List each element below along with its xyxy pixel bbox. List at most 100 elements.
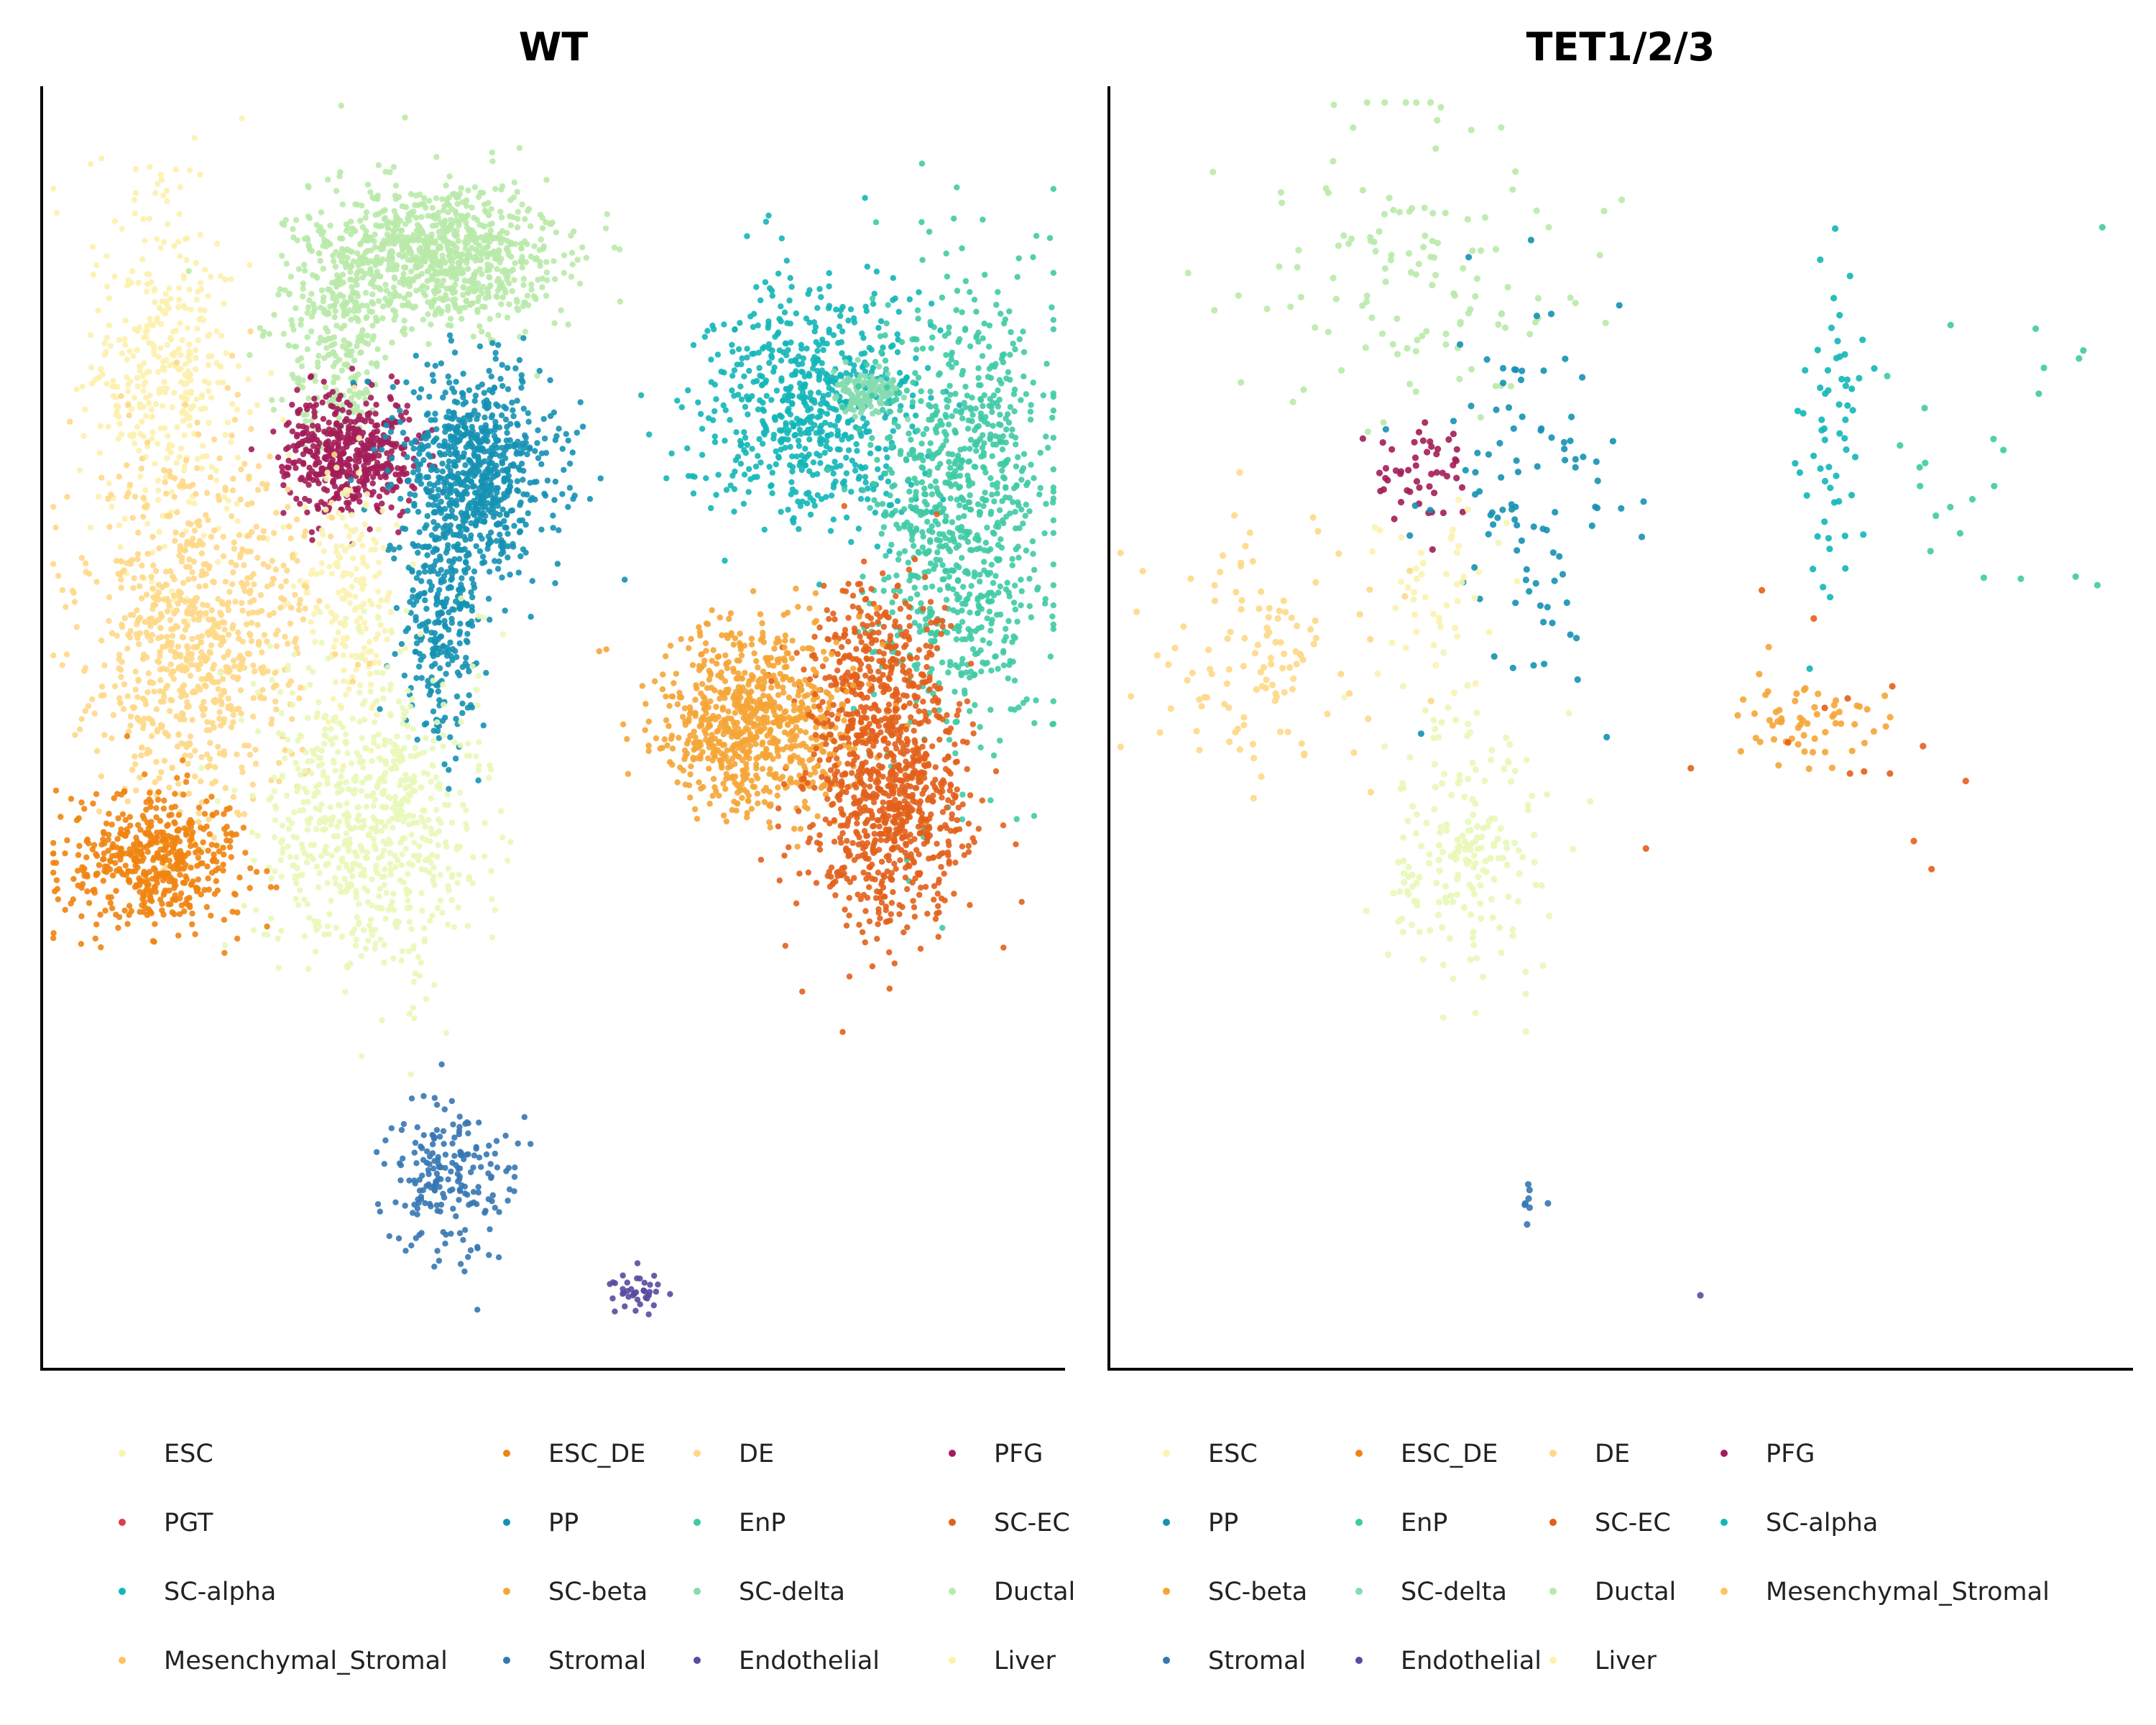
point-ductal bbox=[400, 203, 405, 209]
point-de bbox=[406, 812, 412, 818]
point-ductal bbox=[418, 201, 424, 207]
point-esc bbox=[356, 435, 361, 441]
point-liver bbox=[214, 241, 220, 247]
point-ductal bbox=[448, 247, 453, 253]
point-mesenchymal_stromal bbox=[203, 610, 208, 616]
point-pfg bbox=[353, 453, 359, 459]
point-de bbox=[400, 715, 406, 721]
point-pfg bbox=[321, 416, 326, 422]
point-liver bbox=[124, 282, 130, 288]
point-de bbox=[407, 888, 413, 894]
point-mesenchymal_stromal bbox=[121, 706, 126, 712]
point-ductal bbox=[418, 214, 424, 220]
point-mesenchymal_stromal bbox=[114, 558, 119, 564]
point-mesenchymal_stromal bbox=[106, 618, 111, 624]
point-mesenchymal_stromal bbox=[286, 523, 292, 529]
point-mesenchymal_stromal bbox=[162, 468, 167, 474]
point-liver bbox=[193, 397, 199, 402]
point-pp bbox=[467, 536, 473, 542]
point-de bbox=[344, 887, 349, 893]
point-pp bbox=[463, 512, 469, 518]
point-mesenchymal_stromal bbox=[289, 716, 295, 722]
point-mesenchymal_stromal bbox=[125, 402, 131, 408]
point-liver bbox=[196, 316, 202, 322]
point-mesenchymal_stromal bbox=[224, 602, 230, 608]
point-pp bbox=[475, 447, 481, 453]
point-mesenchymal_stromal bbox=[232, 417, 238, 423]
point-pfg bbox=[309, 537, 315, 543]
point-ductal bbox=[391, 164, 397, 170]
point-de bbox=[433, 774, 439, 780]
point-pp bbox=[442, 535, 448, 540]
point-pp bbox=[416, 594, 422, 599]
point-mesenchymal_stromal bbox=[150, 562, 156, 568]
point-pp bbox=[489, 374, 494, 380]
point-mesenchymal_stromal bbox=[157, 625, 163, 630]
point-mesenchymal_stromal bbox=[127, 482, 133, 487]
point-esc bbox=[334, 560, 340, 566]
point-mesenchymal_stromal bbox=[209, 781, 215, 786]
point-de bbox=[354, 853, 359, 859]
point-ductal bbox=[348, 218, 354, 224]
point-pp bbox=[501, 518, 507, 524]
point-de bbox=[339, 767, 345, 773]
point-pp bbox=[460, 401, 466, 407]
point-de bbox=[344, 818, 350, 824]
point-liver bbox=[82, 407, 88, 413]
point-mesenchymal_stromal bbox=[189, 636, 195, 642]
point-de bbox=[455, 904, 461, 910]
point-pp bbox=[463, 526, 469, 532]
point-mesenchymal_stromal bbox=[144, 439, 150, 445]
point-pp bbox=[431, 728, 437, 734]
point-liver bbox=[180, 337, 185, 343]
point-pp bbox=[475, 385, 481, 390]
point-esc bbox=[341, 596, 347, 602]
point-pp bbox=[463, 425, 469, 431]
point-de bbox=[338, 773, 344, 779]
point-esc bbox=[388, 609, 394, 615]
point-ductal bbox=[441, 219, 447, 225]
point-pp bbox=[432, 417, 438, 423]
point-de bbox=[295, 902, 301, 908]
point-esc bbox=[376, 559, 382, 565]
point-pfg bbox=[334, 492, 340, 497]
point-de bbox=[410, 862, 415, 868]
point-pfg bbox=[354, 447, 360, 453]
point-mesenchymal_stromal bbox=[184, 658, 190, 663]
point-mesenchymal_stromal bbox=[184, 699, 190, 705]
point-pp bbox=[430, 519, 436, 525]
point-mesenchymal_stromal bbox=[167, 512, 172, 518]
point-de bbox=[315, 699, 321, 705]
point-de bbox=[476, 739, 482, 745]
point-mesenchymal_stromal bbox=[328, 533, 333, 539]
point-de bbox=[399, 957, 405, 963]
point-mesenchymal_stromal bbox=[139, 745, 144, 750]
point-pp bbox=[482, 504, 488, 510]
point-de bbox=[388, 712, 394, 718]
point-mesenchymal_stromal bbox=[204, 719, 210, 724]
point-pp bbox=[402, 673, 407, 678]
point-mesenchymal_stromal bbox=[148, 638, 154, 643]
point-pp bbox=[454, 400, 460, 405]
point-mesenchymal_stromal bbox=[204, 490, 210, 496]
point-mesenchymal_stromal bbox=[153, 568, 159, 574]
point-pp bbox=[417, 650, 423, 656]
point-mesenchymal_stromal bbox=[138, 753, 144, 758]
point-de bbox=[359, 825, 365, 831]
point-ductal bbox=[498, 187, 504, 193]
point-liver bbox=[187, 423, 193, 428]
point-de bbox=[316, 763, 322, 769]
point-mesenchymal_stromal bbox=[244, 581, 250, 586]
point-mesenchymal_stromal bbox=[134, 607, 139, 613]
point-mesenchymal_stromal bbox=[231, 546, 237, 551]
point-de bbox=[308, 770, 314, 776]
point-ductal bbox=[364, 303, 370, 308]
point-pp bbox=[484, 473, 489, 479]
point-liver bbox=[195, 456, 201, 462]
point-pp bbox=[471, 569, 477, 574]
point-de bbox=[407, 776, 413, 782]
point-liver bbox=[96, 308, 101, 313]
point-ductal bbox=[525, 293, 530, 298]
point-ductal bbox=[539, 285, 545, 290]
